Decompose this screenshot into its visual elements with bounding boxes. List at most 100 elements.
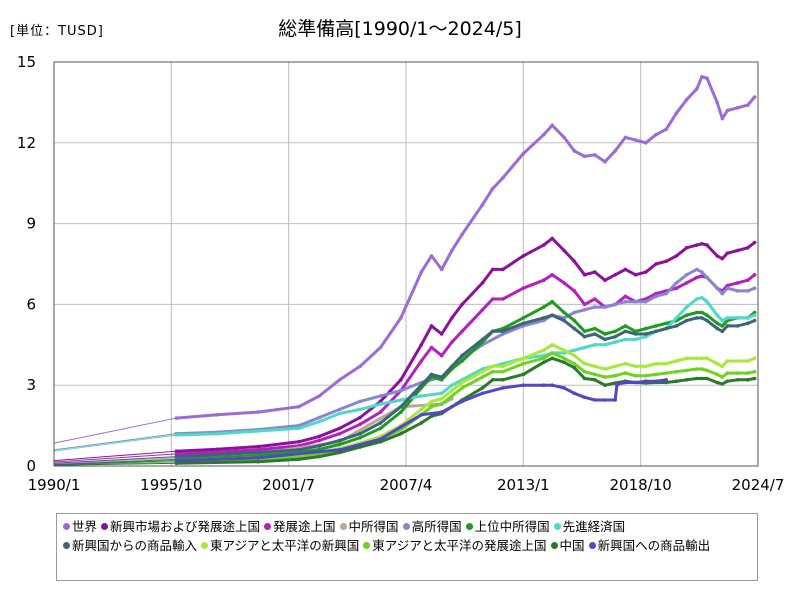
legend-label: 高所得国 <box>411 519 462 534</box>
data-point <box>700 295 704 300</box>
data-point <box>174 449 179 454</box>
data-point <box>399 388 403 393</box>
data-point <box>317 415 322 420</box>
data-point <box>715 361 719 366</box>
data-point <box>695 310 699 315</box>
data-point <box>460 232 464 237</box>
data-point <box>337 438 342 443</box>
data-point <box>735 248 740 253</box>
data-point <box>550 236 554 241</box>
y-axis-tick-labels: 0 3 6 9 12 15 <box>17 53 36 475</box>
data-point <box>490 297 495 301</box>
data-point <box>450 248 454 253</box>
data-point <box>705 76 709 80</box>
data-point <box>541 356 546 361</box>
data-point <box>399 425 403 429</box>
data-point <box>654 132 658 137</box>
legend-marker-icon <box>553 523 561 530</box>
data-point <box>337 450 342 455</box>
data-point <box>550 123 554 128</box>
data-point <box>297 440 301 444</box>
data-point <box>174 458 179 463</box>
data-point <box>521 151 526 156</box>
data-point <box>633 299 638 304</box>
data-point <box>644 379 648 384</box>
data-point <box>439 267 444 272</box>
legend-item: 中国 <box>550 536 585 555</box>
data-point <box>582 329 587 334</box>
data-point <box>562 310 566 315</box>
data-point <box>480 375 485 379</box>
data-point <box>572 353 577 358</box>
data-point <box>735 324 740 328</box>
data-point <box>429 254 434 258</box>
data-point <box>501 386 505 390</box>
data-point <box>541 243 546 247</box>
data-point <box>358 435 362 440</box>
data-point <box>429 414 434 419</box>
y-tick-label: 3 <box>26 376 36 394</box>
data-point <box>399 431 403 436</box>
data-point <box>297 457 301 462</box>
data-point <box>616 382 621 386</box>
data-point <box>735 359 740 363</box>
data-point <box>664 127 668 132</box>
data-point <box>550 313 554 318</box>
data-point <box>429 372 434 377</box>
data-point <box>623 329 628 334</box>
data-point <box>450 340 454 344</box>
data-point <box>582 154 587 159</box>
data-point <box>623 294 628 299</box>
data-point <box>613 334 617 339</box>
data-point <box>644 141 648 145</box>
data-point <box>664 259 668 264</box>
y-tick-label: 0 <box>26 457 36 475</box>
data-point <box>633 138 638 142</box>
data-point <box>644 332 648 336</box>
data-point <box>562 318 566 323</box>
data-point <box>460 399 464 404</box>
series-line <box>174 75 757 420</box>
data-point <box>613 273 617 277</box>
data-point <box>399 316 403 320</box>
data-point <box>174 416 179 420</box>
data-point <box>633 380 638 385</box>
data-point <box>582 361 587 366</box>
data-point <box>695 376 699 381</box>
data-point <box>593 153 597 157</box>
data-point <box>725 283 730 288</box>
data-point <box>725 359 730 363</box>
data-point <box>399 378 403 382</box>
data-point <box>562 281 566 285</box>
data-point <box>490 364 495 369</box>
data-point <box>572 326 577 331</box>
legend-label: 上位中所得国 <box>474 519 550 534</box>
data-point <box>572 289 577 293</box>
data-point <box>725 286 730 291</box>
data-point <box>700 75 704 79</box>
data-point <box>715 380 719 385</box>
data-point <box>664 326 668 331</box>
data-point <box>521 321 526 326</box>
data-point <box>746 371 750 375</box>
data-point <box>613 364 617 369</box>
data-point <box>572 361 577 366</box>
data-point <box>684 368 689 373</box>
data-point <box>705 376 709 381</box>
data-point <box>572 310 577 315</box>
data-point <box>684 281 689 285</box>
legend-label: 新興市場および発展途上国 <box>110 519 261 534</box>
chart-title: 総準備高[1990/1～2024/5] <box>278 18 522 40</box>
legend-marker-icon <box>101 523 109 530</box>
data-point <box>317 447 322 452</box>
data-point <box>695 87 699 91</box>
y-tick-label: 6 <box>26 295 36 313</box>
data-point <box>378 426 383 431</box>
data-point <box>695 243 699 247</box>
data-point <box>439 353 444 358</box>
data-point <box>572 391 577 396</box>
data-point <box>572 348 577 353</box>
data-point <box>562 386 566 390</box>
series-connector <box>53 457 177 465</box>
data-point <box>174 461 179 466</box>
